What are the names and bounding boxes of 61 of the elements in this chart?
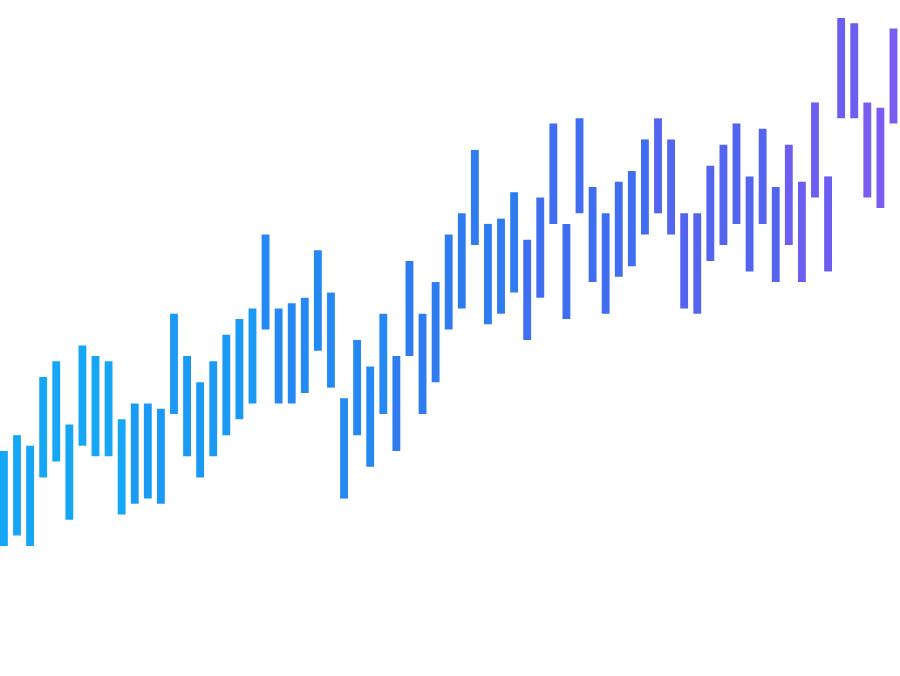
candlestick bbox=[78, 345, 87, 446]
candlestick bbox=[758, 128, 767, 224]
candlestick bbox=[497, 218, 505, 314]
candlestick bbox=[719, 144, 728, 246]
candlestick bbox=[484, 223, 492, 325]
candlestick bbox=[457, 213, 466, 309]
candlestick bbox=[156, 408, 165, 504]
candlestick bbox=[771, 186, 780, 283]
candlestick bbox=[300, 297, 309, 393]
candlestick bbox=[824, 176, 832, 272]
candlestick bbox=[274, 308, 283, 404]
candlestick bbox=[26, 445, 35, 547]
candlestick bbox=[287, 303, 296, 404]
candlestick bbox=[837, 17, 846, 119]
candlestick bbox=[104, 361, 113, 457]
candlestick bbox=[52, 361, 61, 462]
candlestick bbox=[850, 23, 859, 119]
candlestick bbox=[170, 313, 178, 415]
candlestick bbox=[588, 186, 597, 283]
candlestick bbox=[614, 181, 623, 277]
candlestick bbox=[627, 171, 636, 267]
candlestick bbox=[601, 213, 610, 314]
candlestick bbox=[379, 313, 388, 415]
candlestick bbox=[183, 355, 191, 457]
candlestick bbox=[784, 144, 793, 246]
candlestick bbox=[876, 107, 885, 209]
candlestick bbox=[745, 176, 754, 272]
candlestick bbox=[693, 213, 702, 314]
candlestick bbox=[117, 419, 126, 515]
candlestick bbox=[706, 165, 715, 261]
candlestick bbox=[143, 403, 152, 499]
candlestick bbox=[235, 318, 244, 420]
candlestick bbox=[392, 355, 401, 452]
candlestick bbox=[65, 424, 74, 520]
candlestick bbox=[13, 435, 21, 536]
candlestick bbox=[680, 213, 689, 309]
candlestick bbox=[0, 451, 8, 547]
candlestick bbox=[510, 192, 519, 293]
candlestick bbox=[811, 102, 819, 198]
candlestick bbox=[327, 292, 335, 388]
candlestick bbox=[431, 282, 440, 383]
candlestick bbox=[654, 118, 662, 214]
candlestick bbox=[797, 181, 806, 283]
candlestick bbox=[353, 340, 362, 436]
candlestick bbox=[313, 250, 322, 351]
candlestick bbox=[366, 366, 375, 467]
candlestick bbox=[641, 139, 649, 235]
candlestick bbox=[549, 123, 558, 224]
candlestick bbox=[536, 197, 545, 298]
candlestick bbox=[209, 361, 218, 457]
candlestick bbox=[863, 102, 872, 198]
candlestick bbox=[523, 239, 532, 341]
candlestick bbox=[667, 139, 676, 235]
candlestick bbox=[196, 382, 205, 478]
candlestick bbox=[340, 398, 348, 499]
candlestick bbox=[39, 377, 48, 478]
candlestick bbox=[222, 334, 231, 436]
candlestick bbox=[470, 149, 479, 246]
candlestick bbox=[444, 234, 453, 330]
candlestick bbox=[261, 234, 270, 330]
candlestick bbox=[130, 403, 139, 504]
